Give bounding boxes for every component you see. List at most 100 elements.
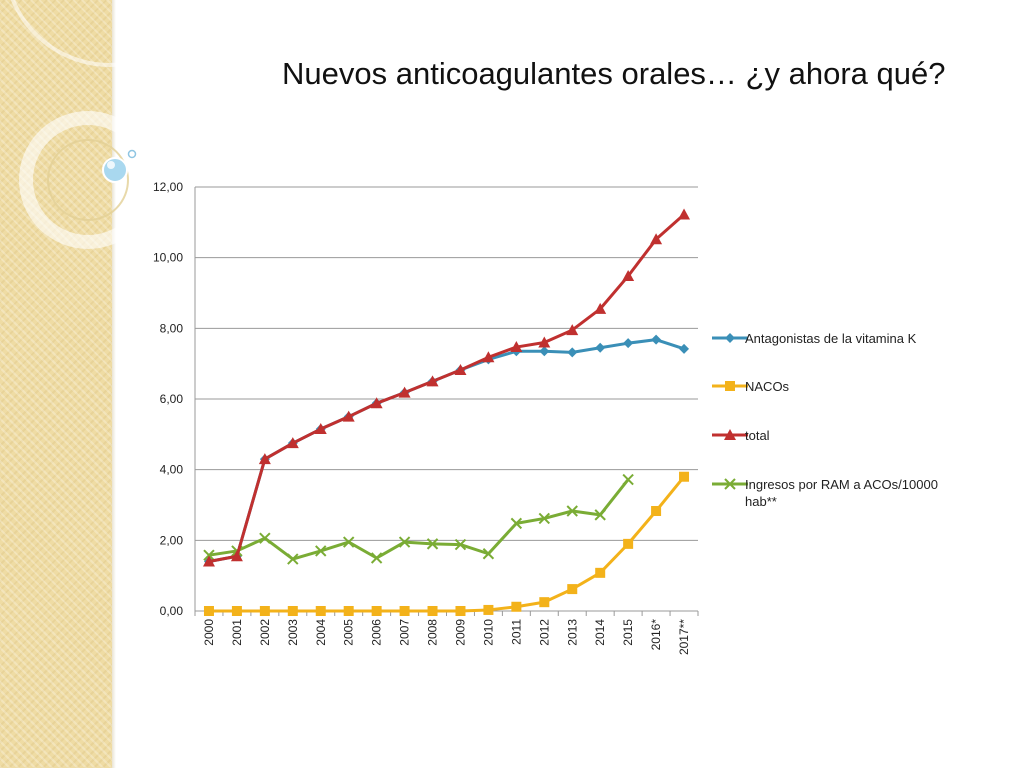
data-point [724,478,736,490]
data-point [679,343,690,354]
y-tick-label: 10,00 [153,251,183,265]
data-point [594,509,606,521]
data-point-stroke [287,553,299,565]
data-point [259,606,270,616]
x-tick-label: 2011 [509,619,523,645]
data-point [724,429,736,440]
x-tick-label: 2000 [202,619,216,646]
data-point [287,553,299,565]
data-point [342,536,355,548]
data-point [567,584,578,595]
y-tick-label: 12,00 [153,180,183,194]
data-point [203,606,214,616]
data-point [678,208,691,220]
x-tick-label: 2008 [426,619,440,646]
data-point [427,606,438,616]
y-tick-label: 2,00 [160,533,184,547]
data-point [482,351,495,363]
data-point [567,347,578,358]
y-tick-label: 6,00 [160,392,184,406]
series-line [208,213,686,564]
data-point-stroke [454,538,467,551]
data-point [398,536,411,548]
data-point-stroke [622,473,634,486]
x-tick-label: 2016* [649,619,663,651]
x-tick-label: 2002 [258,619,272,646]
data-point [426,375,439,387]
series-triangle [202,208,691,567]
x-tick-label: 2006 [370,619,384,646]
x-tick-label: 2005 [342,619,356,646]
data-point [651,506,662,517]
x-tick-label: 2010 [481,619,495,646]
data-point [314,423,327,435]
data-point [203,549,215,561]
slide-title: Nuevos anticoagulantes orales… ¿y ahora … [282,56,946,91]
data-point-stroke [370,552,383,564]
data-point-stroke [538,512,551,525]
data-point [623,338,634,349]
data-point [231,606,242,616]
chart-legend: Antagonistas de la vitamina K NACOs total I… [712,331,938,509]
data-point-stroke [566,505,578,517]
data-point [258,453,271,465]
data-point [287,606,298,616]
y-tick-label: 0,00 [160,604,184,618]
x-tick-label: 2017** [677,619,691,655]
x-tick-label: 2007 [398,619,412,646]
data-point [538,512,551,525]
data-point-stroke [398,536,411,548]
data-point [315,545,327,557]
y-axis-ticks: 0,00 2,00 4,00 6,00 8,00 10,00 12,00 [153,180,183,618]
data-point-stroke [342,536,355,548]
bubble-highlight [107,161,115,169]
x-tick-label: 2004 [314,619,328,646]
data-point-stroke [315,545,327,557]
data-point [622,473,634,486]
data-point [371,606,382,616]
data-point [342,410,355,422]
series-x [203,473,634,565]
data-point [315,606,326,616]
data-point [230,550,243,562]
data-point [539,346,550,357]
x-tick-label: 2012 [537,619,551,646]
data-point [482,548,495,560]
data-point-stroke [482,548,495,560]
data-point [370,397,383,409]
data-point [510,517,523,530]
data-point-stroke [426,538,439,550]
x-tick-label: 2009 [453,619,467,646]
data-point [455,606,466,616]
legend-label: Ingresos por RAM a ACOs/10000 hab** [745,477,938,509]
data-point [538,336,551,348]
series-line [208,478,630,561]
data-point-stroke [724,478,736,490]
legend-label: Antagonistas de la vitamina K [745,331,917,346]
data-point [679,471,690,482]
decorative-ring [47,139,129,221]
data-point-stroke [203,549,215,561]
x-tick-label: 2001 [230,619,244,646]
data-point [259,532,271,544]
data-point [483,604,494,615]
data-point [725,333,735,343]
data-point [725,381,735,391]
data-point [595,567,606,578]
x-tick-label: 2014 [593,619,607,646]
decorative-ring [19,111,150,249]
data-point [370,552,383,564]
decorative-ring [10,0,150,67]
legend-label: NACOs [745,379,790,394]
data-point [454,538,467,551]
data-point-stroke [259,532,271,544]
x-axis-ticks: 2000 2001 2002 2003 2004 2005 2006 2007 2008 2009… [202,619,691,655]
decorative-rings [10,0,150,249]
data-point [623,538,634,549]
legend-label: total [745,428,770,443]
x-tick-label: 2013 [565,619,579,646]
data-point-stroke [510,517,523,530]
data-point [454,364,467,376]
data-point [510,341,523,353]
